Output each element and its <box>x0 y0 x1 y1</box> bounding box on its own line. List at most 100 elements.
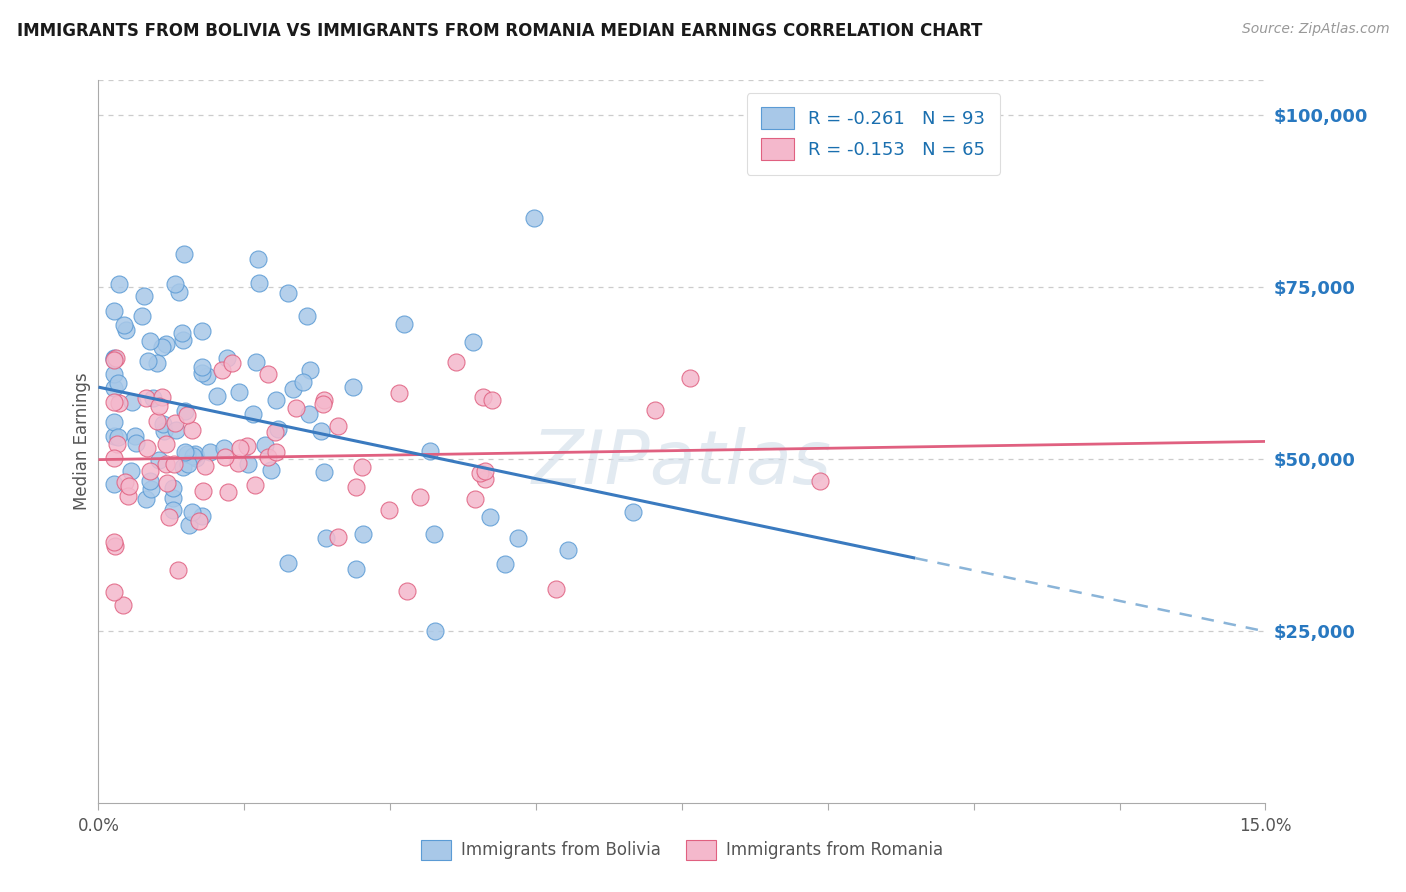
Point <box>118 478 141 492</box>
Point <box>446 355 468 369</box>
Point <box>281 383 304 397</box>
Point <box>267 422 290 436</box>
Point <box>214 450 236 465</box>
Point <box>108 277 131 292</box>
Point <box>195 368 218 383</box>
Point <box>146 413 169 427</box>
Point <box>167 285 190 300</box>
Point <box>107 376 129 390</box>
Point <box>523 211 546 226</box>
Text: ZIPatlas: ZIPatlas <box>531 427 832 500</box>
Point <box>326 419 349 434</box>
Point <box>408 490 430 504</box>
Point <box>471 390 494 404</box>
Point <box>191 324 214 338</box>
Point <box>142 391 165 405</box>
Point <box>152 424 174 438</box>
Point <box>464 491 486 506</box>
Point <box>314 465 336 479</box>
Point <box>131 309 153 323</box>
Point <box>242 408 264 422</box>
Point <box>298 407 321 421</box>
Point <box>157 510 180 524</box>
Point <box>103 353 125 368</box>
Point <box>236 438 259 452</box>
Point <box>285 401 308 415</box>
Point <box>311 424 333 438</box>
Point <box>162 491 184 505</box>
Point <box>211 363 233 377</box>
Point <box>221 356 243 370</box>
Point <box>120 464 142 478</box>
Point <box>481 392 503 407</box>
Point <box>191 359 214 374</box>
Point <box>103 584 125 599</box>
Point <box>103 415 125 429</box>
Point <box>808 475 831 489</box>
Point <box>191 366 214 380</box>
Point <box>474 472 496 486</box>
Point <box>141 483 163 497</box>
Point <box>135 441 157 455</box>
Point <box>238 457 260 471</box>
Point <box>342 379 364 393</box>
Point <box>155 437 177 451</box>
Point <box>352 527 374 541</box>
Point <box>172 333 194 347</box>
Text: Source: ZipAtlas.com: Source: ZipAtlas.com <box>1241 22 1389 37</box>
Point <box>150 391 173 405</box>
Point <box>392 318 415 332</box>
Point <box>184 450 207 465</box>
Point <box>139 474 162 488</box>
Point <box>266 392 288 407</box>
Point <box>474 464 496 478</box>
Point <box>479 509 502 524</box>
Point <box>228 441 250 455</box>
Point <box>180 505 202 519</box>
Point <box>138 353 160 368</box>
Point <box>135 492 157 507</box>
Point <box>108 396 131 410</box>
Point <box>191 509 214 524</box>
Point <box>315 532 337 546</box>
Point <box>181 449 204 463</box>
Point <box>112 598 135 612</box>
Y-axis label: Median Earnings: Median Earnings <box>73 373 91 510</box>
Point <box>198 445 221 459</box>
Point <box>312 396 335 410</box>
Point <box>174 404 197 418</box>
Point <box>139 334 162 348</box>
Point <box>103 367 125 381</box>
Point <box>165 423 187 437</box>
Point <box>173 444 195 458</box>
Point <box>165 416 187 430</box>
Point <box>103 351 125 366</box>
Point <box>155 457 177 471</box>
Point <box>125 436 148 450</box>
Point <box>172 459 194 474</box>
Point <box>246 252 269 267</box>
Point <box>150 340 173 354</box>
Text: IMMIGRANTS FROM BOLIVIA VS IMMIGRANTS FROM ROMANIA MEDIAN EARNINGS CORRELATION C: IMMIGRANTS FROM BOLIVIA VS IMMIGRANTS FR… <box>17 22 983 40</box>
Point <box>557 542 579 557</box>
Point <box>297 309 319 323</box>
Point <box>166 563 188 577</box>
Point <box>314 392 336 407</box>
Point <box>135 391 157 405</box>
Point <box>121 394 143 409</box>
Point <box>396 583 419 598</box>
Point <box>114 475 136 489</box>
Point <box>217 484 239 499</box>
Point <box>103 477 125 491</box>
Point <box>152 417 174 432</box>
Point <box>419 443 441 458</box>
Point <box>163 457 186 471</box>
Point <box>107 429 129 443</box>
Point <box>260 462 283 476</box>
Point <box>292 375 315 389</box>
Point <box>423 624 446 639</box>
Point <box>679 371 702 385</box>
Point <box>148 400 170 414</box>
Point <box>156 475 179 490</box>
Point <box>124 428 146 442</box>
